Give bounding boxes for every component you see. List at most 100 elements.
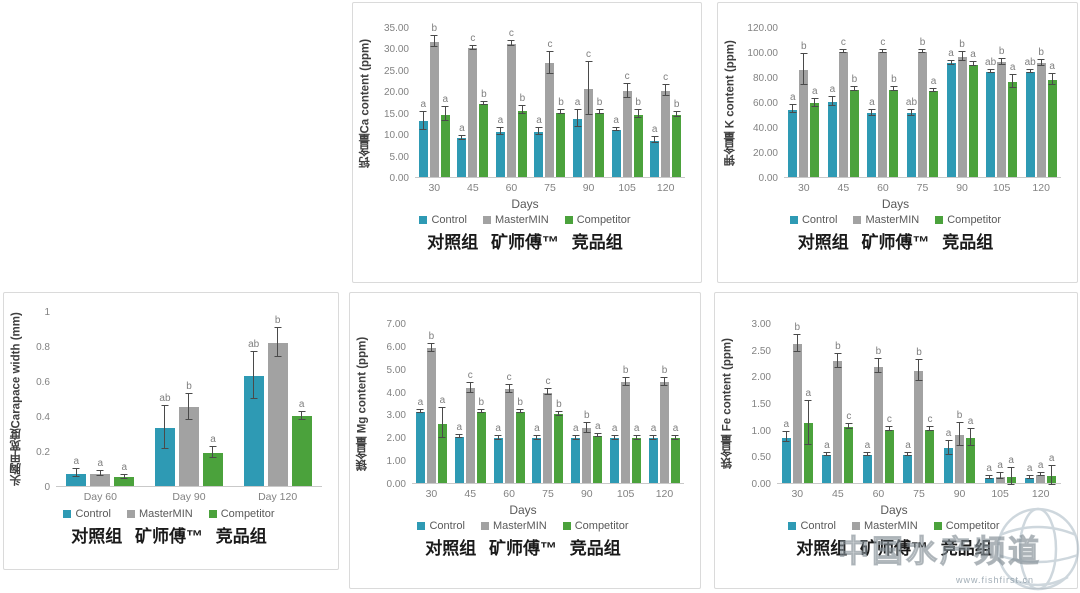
x-tick-label: 105 bbox=[618, 182, 636, 194]
bar-competitor bbox=[554, 414, 564, 483]
sig-letter: a bbox=[864, 439, 871, 451]
error-bar bbox=[804, 399, 812, 445]
error-bar bbox=[915, 359, 923, 381]
bar-competitor bbox=[810, 103, 820, 177]
bar-wrap: a bbox=[610, 323, 620, 483]
sig-letter: b bbox=[478, 397, 485, 408]
bar-group: a c b 105 bbox=[611, 27, 643, 194]
bar-wrap: a bbox=[968, 27, 978, 177]
error-bar bbox=[1009, 73, 1017, 89]
legend-label: MasterMIN bbox=[492, 520, 547, 533]
bar-mastermin bbox=[267, 342, 288, 486]
bar-group: a b a 105 bbox=[610, 323, 642, 500]
y-tick-label: 6.00 bbox=[386, 341, 406, 353]
bar-wrap: a bbox=[493, 323, 503, 483]
bar-group: a b a 30 bbox=[788, 27, 820, 194]
y-tick-label: 25.00 bbox=[383, 65, 409, 77]
y-tick-label: 2.00 bbox=[386, 433, 406, 445]
bar-wrap: a bbox=[1036, 323, 1046, 483]
plot-area: a a a Day 60 ab b a Day 90 ab b a Day 120 bbox=[56, 311, 322, 503]
bar-wrap: a bbox=[593, 323, 603, 483]
bar-wrap: b bbox=[621, 323, 631, 483]
sig-letter: c bbox=[470, 33, 476, 45]
error-bar bbox=[469, 45, 477, 50]
sig-letter: a bbox=[905, 439, 911, 451]
sig-letter: c bbox=[508, 28, 514, 40]
bar-wrap: b bbox=[792, 323, 802, 483]
y-axis-label: 头胸甲宽度Carapace width (mm) bbox=[10, 312, 23, 487]
error-bar bbox=[874, 358, 882, 374]
bar-wrap: c bbox=[545, 27, 555, 177]
y-tick-label: 7.00 bbox=[386, 319, 406, 330]
sig-letter: a bbox=[672, 423, 679, 435]
bar-wrap: b bbox=[659, 323, 669, 483]
bar-group: a c b 45 bbox=[457, 27, 489, 194]
error-bar bbox=[518, 105, 526, 114]
legend-swatch bbox=[788, 522, 797, 531]
sig-letter: a bbox=[439, 394, 446, 406]
y-tick-label: 4.00 bbox=[386, 387, 406, 399]
error-bar bbox=[594, 433, 602, 438]
legend-swatch bbox=[417, 522, 426, 531]
bar-control bbox=[944, 448, 954, 483]
legend: Control MasterMIN Competitor bbox=[417, 520, 629, 533]
bar-wrap: c bbox=[468, 27, 478, 177]
y-tick-label: 0.00 bbox=[386, 479, 406, 490]
bar-group: a b a 90 bbox=[571, 323, 603, 500]
chart: 铁含量 Fe content (ppm) 0.00 0.50 1.00 1.50 2.00… bbox=[719, 319, 1069, 584]
error-bar bbox=[823, 452, 831, 457]
sig-letter: b bbox=[851, 74, 858, 86]
bar-wrap: b bbox=[917, 27, 927, 177]
error-bar bbox=[863, 451, 871, 456]
sig-letter: ab bbox=[905, 96, 918, 108]
sig-letter: a bbox=[298, 398, 305, 410]
x-tick-label: 60 bbox=[877, 182, 889, 194]
bar-control bbox=[457, 138, 467, 177]
error-bar bbox=[1037, 471, 1045, 477]
bar-wrap: a bbox=[202, 311, 223, 486]
sig-letter: a bbox=[1037, 459, 1044, 471]
legend: Control MasterMIN Competitor bbox=[789, 214, 1002, 227]
bar-wrap: a bbox=[1047, 323, 1057, 486]
bar-competitor bbox=[672, 114, 682, 177]
x-tick-label: 75 bbox=[913, 488, 925, 500]
bar-group: a b a 30 bbox=[418, 23, 450, 194]
sig-letter: a bbox=[536, 114, 542, 126]
error-bar bbox=[427, 342, 435, 352]
y-tick-label: 1.00 bbox=[386, 456, 406, 468]
bar-wrap: a bbox=[534, 27, 544, 177]
bar-group: a b a 90 bbox=[946, 27, 978, 194]
sig-letter: a bbox=[651, 124, 658, 135]
error-bar bbox=[583, 421, 591, 433]
chart: 钙含量Ca content (ppm) 0.00 5.00 10.00 15.00 20.… bbox=[357, 23, 693, 278]
x-axis-label: Days bbox=[880, 503, 908, 517]
bar-wrap: b bbox=[582, 323, 592, 483]
x-tick-label: Day 60 bbox=[83, 491, 117, 503]
bar-wrap: b bbox=[955, 323, 965, 483]
error-bar bbox=[419, 110, 427, 130]
error-bar bbox=[544, 388, 552, 395]
bar-mastermin bbox=[799, 69, 809, 177]
legend-label: Competitor bbox=[947, 214, 1002, 227]
error-bar bbox=[250, 351, 258, 399]
error-bar bbox=[868, 108, 876, 116]
bar-wrap: b bbox=[267, 311, 288, 486]
y-tick-label: 35.00 bbox=[383, 23, 409, 34]
bar-group: a a a Day 60 bbox=[66, 311, 135, 503]
bar-mastermin bbox=[90, 473, 111, 486]
x-tick-label: 30 bbox=[791, 488, 804, 500]
bar-wrap: a bbox=[632, 323, 642, 483]
x-tick-label: 30 bbox=[425, 488, 438, 500]
bar-group: a c b 60 bbox=[867, 27, 899, 194]
sig-letter: a bbox=[1008, 454, 1014, 466]
bar-group: ab b a Day 120 bbox=[243, 311, 312, 503]
error-bar bbox=[574, 109, 582, 127]
bar-mastermin bbox=[1036, 475, 1046, 483]
sig-letter: a bbox=[495, 423, 501, 435]
bar-group: a c b 90 bbox=[573, 27, 605, 194]
legend-swatch bbox=[208, 510, 217, 518]
error-bar bbox=[596, 109, 604, 115]
bar-control bbox=[454, 437, 464, 483]
bar-wrap: a bbox=[903, 323, 913, 483]
legend-swatch bbox=[935, 216, 944, 225]
